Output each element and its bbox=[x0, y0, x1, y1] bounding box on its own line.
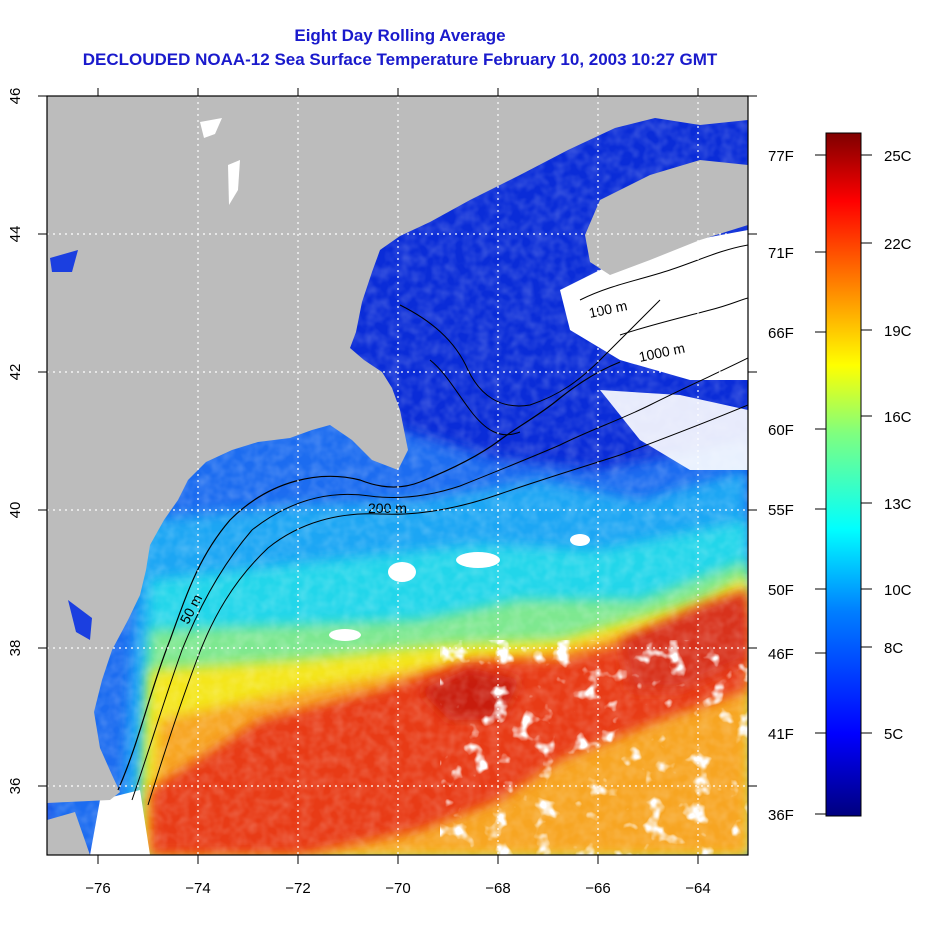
title-line-2: DECLOUDED NOAA-12 Sea Surface Temperatur… bbox=[82, 50, 718, 69]
coordinate-grid bbox=[47, 96, 748, 855]
f-label: 66F bbox=[768, 325, 794, 342]
colorbar-fahrenheit-labels: 77F 71F 66F 60F 55F 50F 46F 41F 36F bbox=[768, 148, 794, 824]
lon-label: −64 bbox=[685, 880, 710, 897]
lat-label: 46 bbox=[7, 88, 24, 105]
lon-label: −74 bbox=[185, 880, 210, 897]
f-label: 41F bbox=[768, 726, 794, 743]
lon-label: −66 bbox=[585, 880, 610, 897]
c-label: 25C bbox=[884, 148, 912, 165]
axis-ticks bbox=[38, 88, 757, 864]
c-label: 22C bbox=[884, 236, 912, 253]
lon-label: −70 bbox=[385, 880, 410, 897]
c-label: 10C bbox=[884, 582, 912, 599]
depth-contours bbox=[117, 244, 748, 806]
colorbar-gradient bbox=[825, 132, 862, 817]
lat-label: 44 bbox=[7, 226, 24, 243]
c-label: 8C bbox=[884, 640, 903, 657]
colorbar-celsius-labels: 25C 22C 19C 16C 13C 10C 8C 5C bbox=[884, 148, 912, 743]
c-label: 13C bbox=[884, 496, 912, 513]
lat-label: 40 bbox=[7, 502, 24, 519]
latitude-labels: 36 38 40 42 44 46 bbox=[7, 88, 24, 795]
lat-label: 42 bbox=[7, 364, 24, 381]
c-label: 19C bbox=[884, 323, 912, 340]
f-label: 55F bbox=[768, 502, 794, 519]
longitude-labels: −76 −74 −72 −70 −68 −66 −64 bbox=[85, 880, 710, 897]
c-label: 5C bbox=[884, 726, 903, 743]
f-label: 36F bbox=[768, 807, 794, 824]
contour-label-200m: 200 m bbox=[368, 500, 407, 516]
land bbox=[47, 96, 748, 855]
c-label: 16C bbox=[884, 409, 912, 426]
colorbar: 77F 71F 66F 60F 55F 50F 46F 41F 36F 25C … bbox=[768, 132, 912, 824]
f-label: 77F bbox=[768, 148, 794, 165]
lat-label: 36 bbox=[7, 778, 24, 795]
lon-label: −72 bbox=[285, 880, 310, 897]
contour-label-100m: 100 m bbox=[587, 297, 628, 321]
lon-label: −76 bbox=[85, 880, 110, 897]
f-label: 71F bbox=[768, 245, 794, 262]
colorbar-ticks bbox=[815, 154, 872, 815]
map-panel: 50 m 100 m 200 m 1000 m bbox=[47, 96, 748, 855]
f-label: 60F bbox=[768, 422, 794, 439]
lat-label: 38 bbox=[7, 640, 24, 657]
title-line-1: Eight Day Rolling Average bbox=[294, 26, 506, 45]
f-label: 50F bbox=[768, 582, 794, 599]
lon-label: −68 bbox=[485, 880, 510, 897]
f-label: 46F bbox=[768, 646, 794, 663]
